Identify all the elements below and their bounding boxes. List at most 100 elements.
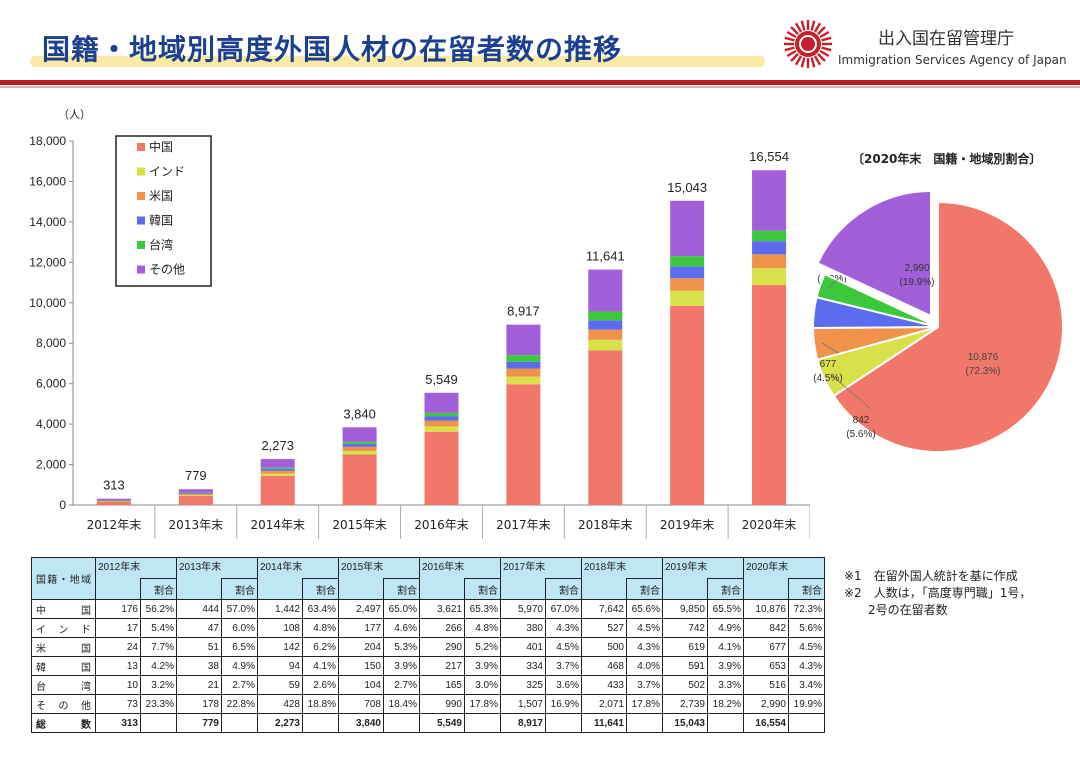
table-ratio-cell: 4.3% (788, 656, 825, 676)
pie-pct-label: (5.6%) (846, 429, 875, 440)
data-table-wrapper: 国籍・地域 2012年末 2013年末 2014年末 2015年末 2016年末 2017年… (31, 557, 825, 733)
bar-total-label: 779 (185, 468, 207, 483)
table-ratio-cell: 6.5% (221, 637, 258, 657)
x-tick-label: 2020年末 (742, 518, 797, 532)
pie-slice-taiwan (815, 272, 939, 328)
bar-segment-china (260, 475, 295, 505)
table-count-cell: 3,621 (419, 599, 465, 619)
y-tick-label: 10,000 (29, 296, 66, 310)
table-row-label: 中国 (31, 599, 96, 619)
header-rule-secondary (0, 86, 1080, 88)
bar-chart: （人） 0 2,000 4,000 6,000 8,000 10,000 12,000 14,0… (29, 108, 810, 539)
y-tick-label: 16,000 (29, 174, 66, 188)
bar-segment-china (96, 501, 131, 505)
table-row-label: 台湾 (31, 675, 96, 695)
bar-segment-china (506, 384, 541, 505)
table-year-header: 2017年末 (500, 557, 582, 579)
table-ratio-cell: 4.9% (707, 618, 744, 638)
table-count-cell: 2,739 (662, 694, 708, 714)
table-ratio-cell: 4.9% (221, 656, 258, 676)
table-row-label: 韓国 (31, 656, 96, 676)
x-tick-label: 2019年末 (660, 518, 715, 532)
table-count-cell: 10 (95, 675, 141, 695)
bar-segment-usa (506, 368, 541, 377)
table-count-cell: 2,071 (581, 694, 627, 714)
bar-segment-usa (670, 278, 705, 291)
table-count-cell: 73 (95, 694, 141, 714)
table-count-cell: 5,970 (500, 599, 546, 619)
table-year-header: 2016年末 (419, 557, 501, 579)
table-ratio-cell: 2.6% (302, 675, 339, 695)
table-row: 韓国 13 4.2% 38 4.9% 94 4.1% 150 3.9% 217 3.9% 334 3.7… (31, 656, 825, 676)
bar-segment-korea (506, 361, 541, 369)
y-tick-label: 6,000 (36, 377, 66, 391)
table-ratio-cell: 4.2% (140, 656, 177, 676)
page-title: 国籍・地域別高度外国人材の在留者数の推移 (42, 33, 623, 66)
table-count-cell: 1,507 (500, 694, 546, 714)
table-ratio-cell: 63.4% (302, 599, 339, 619)
table-count-cell: 2,497 (338, 599, 384, 619)
pie-value-label: 677 (820, 359, 837, 370)
table-ratio-cell: 3.7% (626, 675, 663, 695)
table-ratio-cell: 3.9% (464, 656, 501, 676)
bar-segment-taiwan (260, 467, 295, 469)
table-count-cell: 677 (743, 637, 789, 657)
table-total-cell: 3,840 (338, 713, 384, 733)
table-total-cell: 2,273 (257, 713, 303, 733)
table-count-cell: 708 (338, 694, 384, 714)
table-count-cell: 17 (95, 618, 141, 638)
bar-segment-india (752, 268, 787, 286)
bar-segment-india (342, 450, 377, 455)
table-ratio-cell: 65.6% (626, 599, 663, 619)
bar-total-label: 11,641 (586, 249, 625, 264)
table-count-cell: 325 (500, 675, 546, 695)
bar-segment-china (424, 431, 459, 505)
table-ratio-cell: 57.0% (221, 599, 258, 619)
table-year-header: 2013年末 (176, 557, 258, 579)
y-tick-label: 8,000 (36, 336, 66, 350)
y-axis-unit: （人） (58, 108, 91, 121)
bar-segment-taiwan (96, 500, 131, 501)
table-ratio-cell: 4.1% (707, 637, 744, 657)
pie-value-label: 10,876 (968, 352, 999, 363)
table-count-cell: 38 (176, 656, 222, 676)
table-blank-header (257, 578, 303, 600)
table-ratio-cell: 4.8% (302, 618, 339, 638)
bar-segment-taiwan (670, 256, 705, 267)
table-ratio-cell: 4.5% (788, 637, 825, 657)
table-ratio-cell: 2.7% (221, 675, 258, 695)
legend-swatch-usa (137, 192, 145, 200)
table-count-cell: 444 (176, 599, 222, 619)
agency-logo (784, 20, 832, 68)
bar-segment-china (670, 305, 705, 505)
y-tick-label: 2,000 (36, 458, 66, 472)
table-count-cell: 150 (338, 656, 384, 676)
bar-total-label: 16,554 (749, 149, 789, 164)
agency-name-en: Immigration Services Agency of Japan (838, 53, 1067, 67)
x-tick-label: 2016年末 (414, 518, 469, 532)
legend-swatch-china (137, 143, 145, 151)
table-blank-header (176, 578, 222, 600)
table-ratio-cell: 4.5% (626, 618, 663, 638)
table-count-cell: 653 (743, 656, 789, 676)
table-total-blank (383, 713, 420, 733)
y-tick-label: 4,000 (36, 417, 66, 431)
table-row-label: インド (31, 618, 96, 638)
table-year-header: 2014年末 (257, 557, 339, 579)
table-ratio-cell: 3.4% (788, 675, 825, 695)
pie-slice-china (832, 200, 1064, 453)
legend-label-china: 中国 (149, 139, 173, 154)
table-year-header: 2019年末 (662, 557, 744, 579)
table-count-cell: 401 (500, 637, 546, 657)
agency-name-ja: 出入国在留管理庁 (878, 29, 1014, 49)
bar-total-label: 313 (103, 478, 125, 493)
table-year-header: 2012年末 (95, 557, 177, 579)
table-ratio-cell: 65.0% (383, 599, 420, 619)
table-count-cell: 290 (419, 637, 465, 657)
table-ratio-cell: 18.2% (707, 694, 744, 714)
x-tick-label: 2018年末 (578, 518, 633, 532)
table-row: 米国 24 7.7% 51 6.5% 142 6.2% 204 5.3% 290 5.2% 401 4.… (31, 637, 825, 657)
table-row: インド 17 5.4% 47 6.0% 108 4.8% 177 4.6% 266 4.8% 380 4… (31, 618, 825, 638)
bar-segment-usa (96, 500, 131, 502)
footnote-1: ※1 在留外国人統計を基に作成 (844, 569, 1018, 583)
